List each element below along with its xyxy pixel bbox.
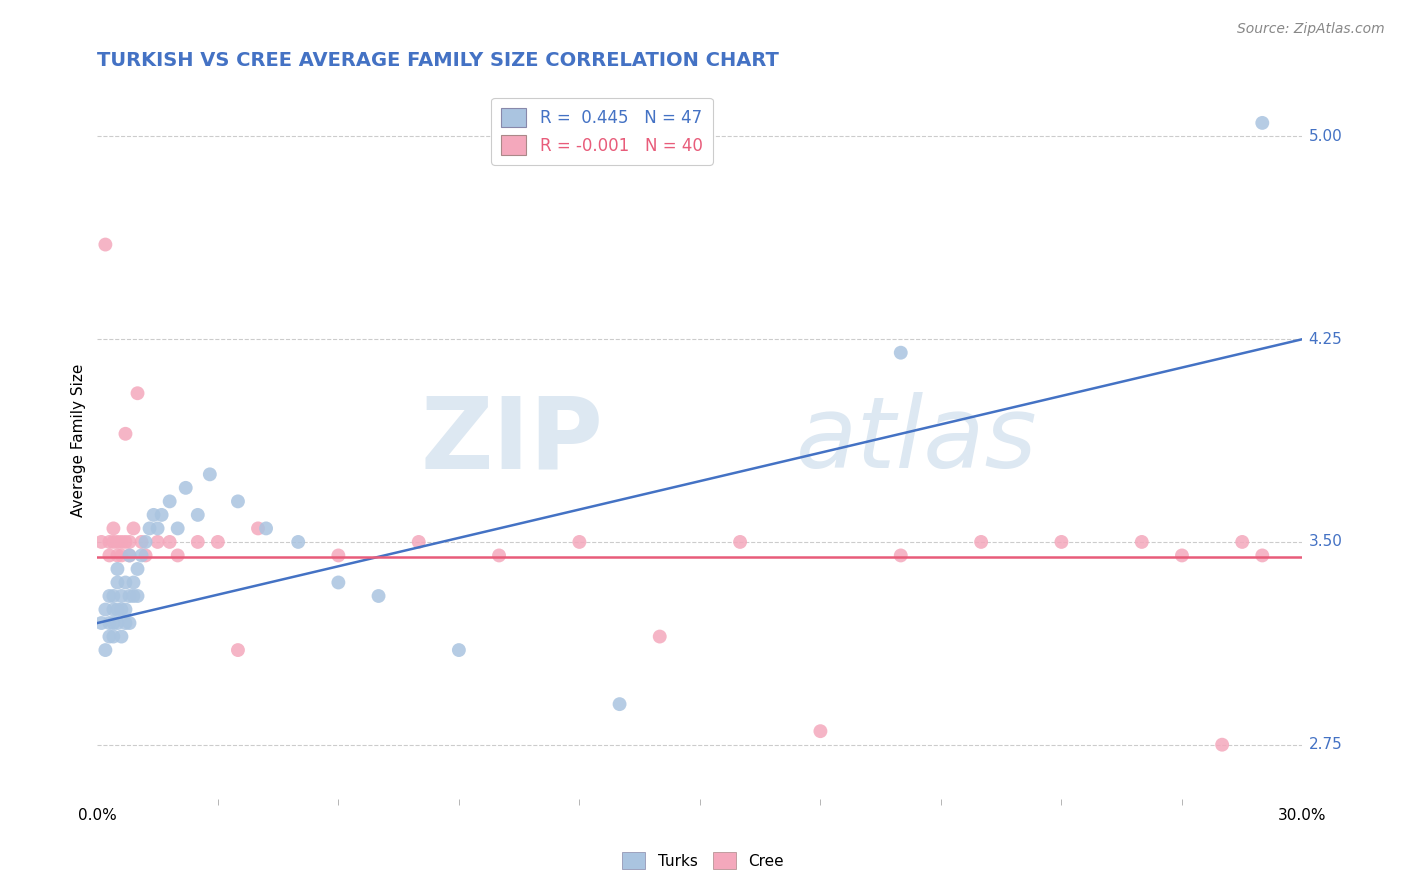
Point bbox=[328, 549, 350, 563]
Point bbox=[114, 602, 136, 616]
Point bbox=[198, 467, 221, 482]
Point bbox=[159, 535, 181, 549]
Point bbox=[142, 508, 165, 522]
Point bbox=[127, 589, 149, 603]
Point bbox=[131, 535, 153, 549]
Point bbox=[110, 589, 132, 603]
Point bbox=[103, 521, 125, 535]
Point bbox=[447, 643, 470, 657]
Point bbox=[568, 535, 591, 549]
Point bbox=[166, 549, 188, 563]
Point bbox=[110, 630, 132, 644]
Y-axis label: Average Family Size: Average Family Size bbox=[72, 364, 86, 517]
Point bbox=[107, 549, 129, 563]
Point bbox=[110, 549, 132, 563]
Point bbox=[103, 615, 125, 630]
Point bbox=[94, 643, 117, 657]
Point bbox=[107, 602, 129, 616]
Point bbox=[247, 521, 270, 535]
Point bbox=[1050, 535, 1073, 549]
Text: 2.75: 2.75 bbox=[1309, 737, 1343, 752]
Point bbox=[94, 602, 117, 616]
Point bbox=[150, 508, 173, 522]
Point bbox=[107, 535, 129, 549]
Point bbox=[1211, 738, 1233, 752]
Point bbox=[890, 345, 912, 359]
Point bbox=[118, 549, 141, 563]
Point bbox=[127, 386, 149, 401]
Point bbox=[131, 549, 153, 563]
Point bbox=[98, 589, 121, 603]
Point bbox=[648, 630, 671, 644]
Point bbox=[174, 481, 197, 495]
Point bbox=[187, 535, 209, 549]
Point bbox=[367, 589, 389, 603]
Point bbox=[103, 630, 125, 644]
Point bbox=[287, 535, 309, 549]
Point bbox=[890, 549, 912, 563]
Point bbox=[114, 615, 136, 630]
Point bbox=[207, 535, 229, 549]
Point bbox=[118, 615, 141, 630]
Point bbox=[408, 535, 430, 549]
Point bbox=[810, 724, 832, 739]
Point bbox=[98, 615, 121, 630]
Text: Source: ZipAtlas.com: Source: ZipAtlas.com bbox=[1237, 22, 1385, 37]
Point bbox=[728, 535, 751, 549]
Text: atlas: atlas bbox=[796, 392, 1038, 489]
Point bbox=[103, 535, 125, 549]
Text: TURKISH VS CREE AVERAGE FAMILY SIZE CORRELATION CHART: TURKISH VS CREE AVERAGE FAMILY SIZE CORR… bbox=[97, 51, 779, 70]
Legend: Turks, Cree: Turks, Cree bbox=[616, 846, 790, 875]
Text: ZIP: ZIP bbox=[420, 392, 603, 489]
Text: 5.00: 5.00 bbox=[1309, 129, 1343, 144]
Point bbox=[118, 549, 141, 563]
Point bbox=[254, 521, 277, 535]
Point bbox=[98, 535, 121, 549]
Point bbox=[488, 549, 510, 563]
Point bbox=[127, 562, 149, 576]
Point bbox=[98, 630, 121, 644]
Point bbox=[159, 494, 181, 508]
Point bbox=[226, 643, 249, 657]
Point bbox=[135, 535, 157, 549]
Text: 3.50: 3.50 bbox=[1309, 534, 1343, 549]
Point bbox=[328, 575, 350, 590]
Point bbox=[122, 521, 145, 535]
Point bbox=[90, 615, 112, 630]
Point bbox=[166, 521, 188, 535]
Point bbox=[110, 602, 132, 616]
Legend: R =  0.445   N = 47, R = -0.001   N = 40: R = 0.445 N = 47, R = -0.001 N = 40 bbox=[491, 98, 713, 165]
Point bbox=[1251, 549, 1274, 563]
Point bbox=[226, 494, 249, 508]
Point bbox=[146, 521, 169, 535]
Point bbox=[107, 615, 129, 630]
Point bbox=[135, 549, 157, 563]
Point bbox=[98, 549, 121, 563]
Point bbox=[1232, 535, 1254, 549]
Point bbox=[1130, 535, 1153, 549]
Point bbox=[107, 575, 129, 590]
Point bbox=[107, 562, 129, 576]
Point bbox=[114, 535, 136, 549]
Point bbox=[138, 521, 160, 535]
Point bbox=[187, 508, 209, 522]
Point bbox=[118, 535, 141, 549]
Text: 4.25: 4.25 bbox=[1309, 332, 1343, 347]
Point bbox=[114, 426, 136, 441]
Point bbox=[1251, 116, 1274, 130]
Point bbox=[90, 535, 112, 549]
Point bbox=[110, 535, 132, 549]
Point bbox=[114, 575, 136, 590]
Point bbox=[122, 575, 145, 590]
Point bbox=[118, 589, 141, 603]
Point bbox=[146, 535, 169, 549]
Point bbox=[103, 602, 125, 616]
Point bbox=[122, 589, 145, 603]
Point bbox=[1171, 549, 1194, 563]
Point bbox=[970, 535, 993, 549]
Point bbox=[94, 237, 117, 252]
Point bbox=[609, 697, 631, 711]
Point bbox=[103, 589, 125, 603]
